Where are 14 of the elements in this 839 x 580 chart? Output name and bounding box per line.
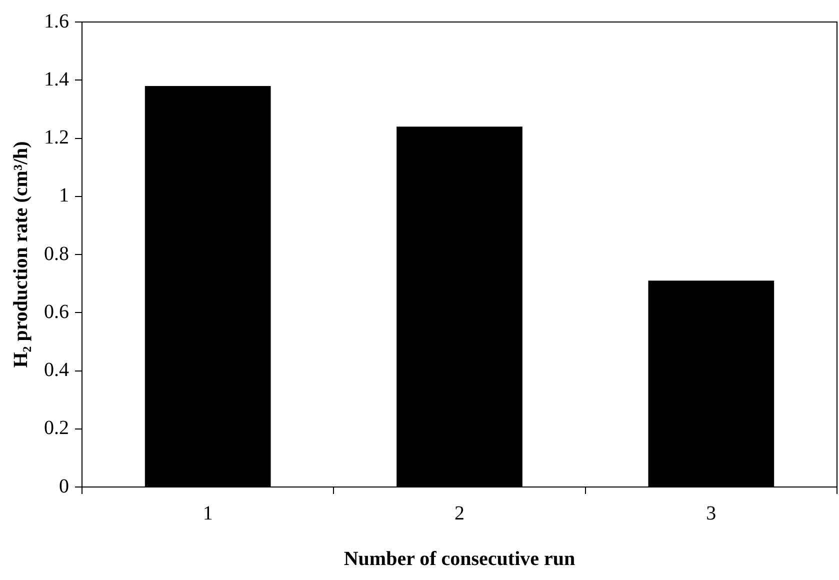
y-tick-label: 1	[59, 184, 69, 207]
y-tick-label: 0	[59, 475, 69, 498]
y-tick-label: 1.6	[44, 10, 69, 32]
y-tick-label: 0.4	[44, 359, 69, 381]
y-tick-label: 0.8	[44, 242, 69, 265]
x-tick-label: 3	[706, 502, 716, 524]
y-tick-label: 1.2	[44, 126, 69, 148]
x-tick-label: 2	[454, 502, 464, 524]
y-tick-label: 0.2	[44, 417, 69, 440]
y-axis-title: H₂ production rate (cm³/h)	[10, 141, 32, 368]
y-tick-label: 1.4	[44, 68, 69, 90]
x-axis-title: Number of consecutive run	[344, 548, 576, 570]
y-tick-label: 0.6	[44, 300, 69, 323]
x-tick-label: 1	[202, 502, 213, 524]
